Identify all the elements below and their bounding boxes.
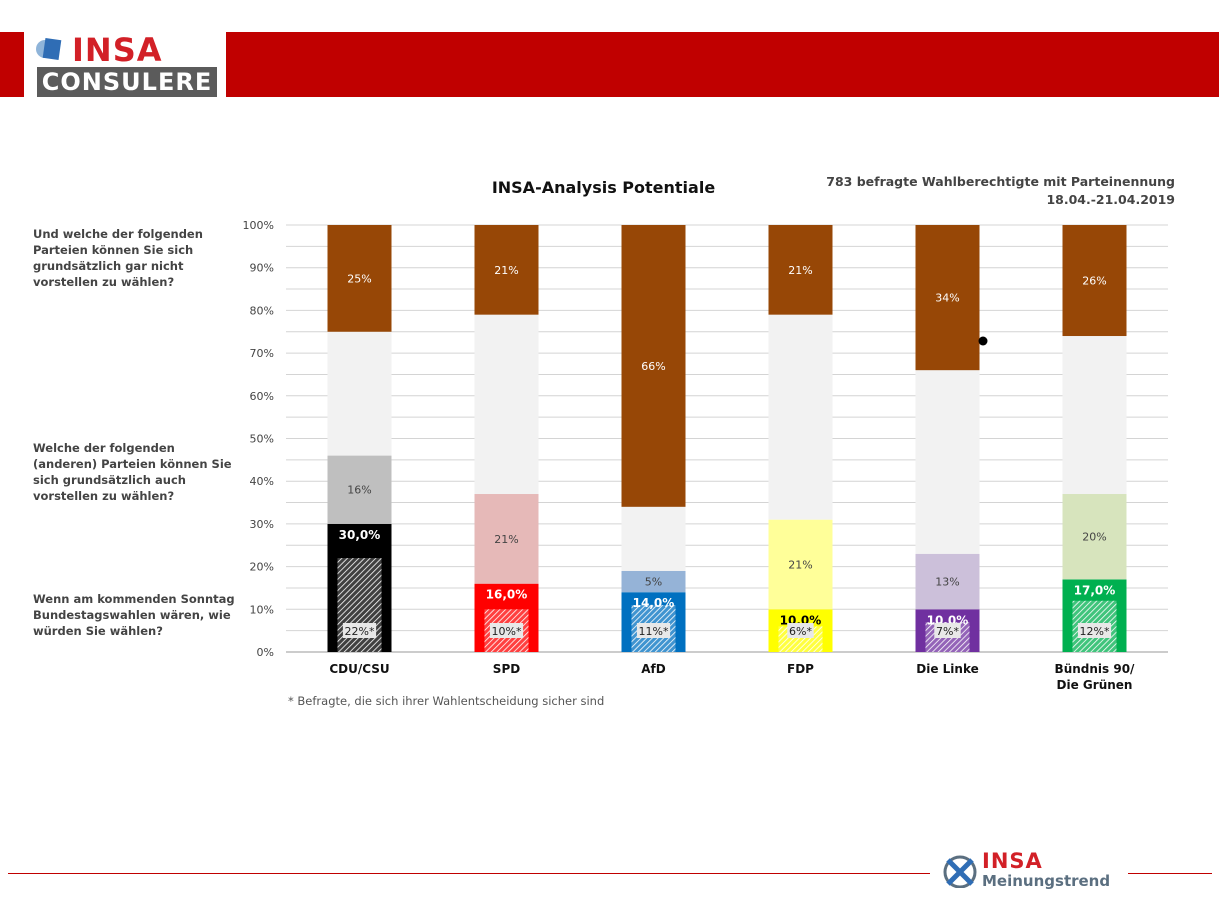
sample-info: 783 befragte Wahlberechtigte mit Partein… [826, 174, 1175, 189]
bars [327, 225, 1127, 652]
y-tick-label: 60% [250, 390, 274, 403]
logo-consulere-text: CONSULERE [37, 67, 217, 97]
footer-logo-insa: INSA [982, 849, 1043, 873]
y-tick-label: 10% [250, 603, 274, 616]
bar-never [621, 225, 686, 507]
label-never: 21% [788, 264, 812, 277]
bar-potential [474, 494, 539, 584]
label-never: 34% [935, 292, 959, 305]
label-never: 21% [494, 264, 518, 277]
chart-title: INSA-Analysis Potentiale [491, 178, 716, 197]
y-tick-label: 30% [250, 518, 274, 531]
x-category-label: Bündnis 90/ [1055, 662, 1135, 676]
gridlines [286, 224, 1168, 653]
insa-consulere-logo: INSA CONSULERE [24, 31, 226, 97]
label-potential: 21% [788, 558, 812, 571]
insa-meinungstrend-logo: INSA Meinungstrend [942, 849, 1122, 892]
label-potential: 21% [494, 533, 518, 546]
logo-insa-text: INSA [72, 31, 163, 69]
label-sure: 6%* [789, 625, 812, 638]
bar-never [327, 225, 392, 332]
cube-icon [36, 37, 62, 61]
marker-dot [978, 336, 988, 346]
x-category-label: Die Grünen [1057, 678, 1133, 692]
bar-potential [621, 570, 686, 593]
label-vote: 16,0% [486, 588, 528, 602]
globe-x-icon [943, 855, 977, 888]
question-vote: Wenn am kommenden Sonntag Bundestagswahl… [33, 592, 235, 638]
label-sure: 22%* [345, 625, 375, 638]
y-tick-label: 0% [257, 646, 274, 659]
label-sure: 10%* [492, 625, 522, 638]
label-vote: 14,0% [633, 596, 675, 610]
bar-gap [621, 506, 686, 571]
footer-divider-right [1128, 873, 1212, 874]
bar-never [768, 225, 833, 315]
label-sure: 12%* [1080, 625, 1110, 638]
y-tick-label: 20% [250, 561, 274, 574]
label-sure-bg [1077, 623, 1112, 638]
bar-gap [327, 331, 392, 456]
label-vote: 17,0% [1074, 583, 1116, 597]
y-tick-label: 40% [250, 475, 274, 488]
x-category-label: SPD [493, 662, 520, 676]
label-potential: 13% [935, 576, 959, 589]
question-never: Und welche der folgenden Parteien können… [33, 227, 203, 289]
label-sure-bg [636, 623, 671, 638]
x-category-label: CDU/CSU [329, 662, 389, 676]
bar-gap [915, 370, 980, 554]
footer-logo-meinungstrend: Meinungstrend [982, 872, 1111, 890]
label-potential: 5% [645, 576, 662, 589]
bar-never [1062, 225, 1127, 337]
label-sure-bg [934, 623, 961, 638]
bar-potential [915, 553, 980, 610]
question-potential: Welche der folgenden (anderen) Parteien … [33, 441, 232, 503]
label-never: 25% [347, 272, 371, 285]
x-category-label: Die Linke [916, 662, 979, 676]
label-never: 26% [1082, 275, 1106, 288]
y-tick-label: 50% [250, 433, 274, 446]
x-category-label: AfD [641, 662, 666, 676]
date-range: 18.04.-21.04.2019 [1046, 192, 1175, 207]
y-tick-label: 100% [243, 219, 274, 232]
label-potential: 20% [1082, 531, 1106, 544]
label-potential: 16% [347, 484, 371, 497]
footer-divider-left [8, 873, 930, 874]
bar-potential [1062, 494, 1127, 580]
label-sure: 7%* [936, 625, 959, 638]
y-tick-label: 90% [250, 262, 274, 275]
label-never: 66% [641, 360, 665, 373]
y-tick-label: 70% [250, 347, 274, 360]
label-sure-bg [342, 623, 377, 638]
label-sure: 11%* [639, 625, 669, 638]
label-sure-bg [489, 623, 524, 638]
bar-never [474, 225, 539, 315]
chart-subtitle: 783 befragte Wahlberechtigte mit Partein… [826, 173, 1175, 209]
bar-gap [1062, 336, 1127, 495]
bar-gap [768, 314, 833, 520]
x-category-label: FDP [787, 662, 814, 676]
bar-gap [474, 314, 539, 495]
footnote: * Befragte, die sich ihrer Wahlentscheid… [288, 694, 605, 708]
bar-potential [768, 519, 833, 610]
label-sure-bg [787, 623, 814, 638]
bar-never [915, 225, 980, 371]
bar-potential [327, 455, 392, 524]
labels: 0% 10% 20% 30% 40% 50% 60% 70% 80% 90% 100% 30,0% 22… [243, 219, 1136, 692]
y-tick-label: 80% [250, 304, 274, 317]
label-vote: 30,0% [339, 528, 381, 542]
